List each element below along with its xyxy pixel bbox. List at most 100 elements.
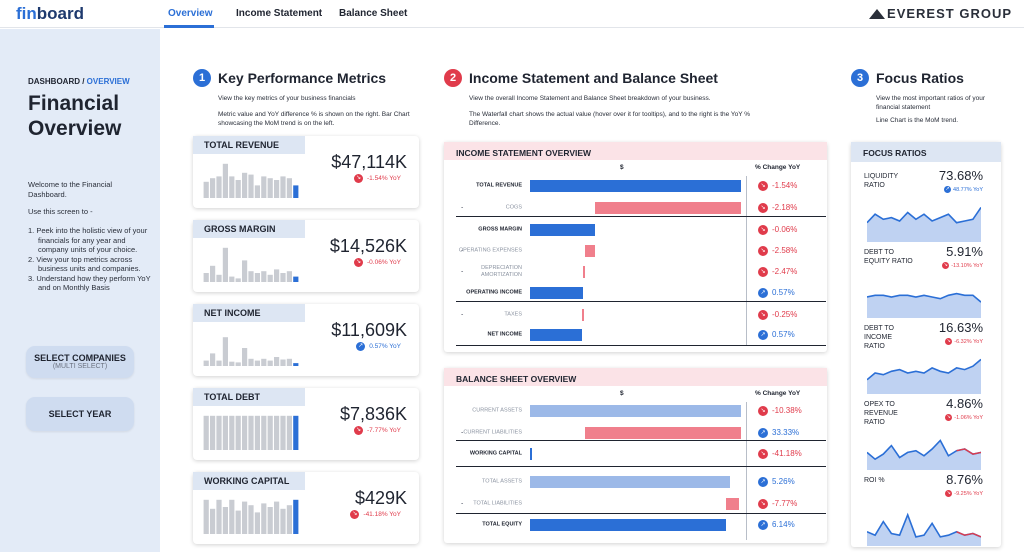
waterfall-bar[interactable] — [530, 405, 741, 417]
kpi-bar[interactable] — [229, 415, 235, 450]
waterfall-bar[interactable] — [582, 309, 584, 321]
waterfall-bar[interactable] — [584, 427, 741, 439]
kpi-bar[interactable] — [267, 178, 273, 198]
kpi-bar[interactable] — [235, 362, 241, 366]
kpi-bar[interactable] — [229, 499, 235, 534]
kpi-bar[interactable] — [267, 507, 273, 534]
kpi-bar[interactable] — [203, 499, 209, 534]
kpi-bar[interactable] — [229, 276, 235, 282]
kpi-bar[interactable] — [222, 163, 228, 198]
kpi-card[interactable]: GROSS MARGIN $14,526K ↘ -0.06% YoY — [193, 220, 419, 292]
kpi-bar[interactable] — [267, 360, 273, 366]
waterfall-row[interactable]: - TAXES ↘ -0.25% — [444, 305, 827, 325]
kpi-bar[interactable] — [254, 360, 260, 366]
kpi-bar[interactable] — [235, 510, 241, 534]
kpi-bar[interactable] — [261, 271, 267, 282]
kpi-bar[interactable] — [286, 415, 292, 450]
kpi-bar[interactable] — [210, 415, 216, 450]
kpi-bar[interactable] — [286, 178, 292, 198]
kpi-bar[interactable] — [203, 181, 209, 198]
kpi-bar[interactable] — [286, 271, 292, 282]
focus-ratio-item[interactable]: DEBT TO INCOME RATIO 16.63% ↘ -6.32% YoY — [851, 320, 1001, 402]
waterfall-row[interactable]: TOTAL ASSETS ↗ 5.26% — [444, 472, 827, 492]
waterfall-row[interactable]: WORKING CAPITAL ↘ -41.18% — [444, 444, 827, 464]
kpi-bar[interactable] — [293, 363, 299, 366]
kpi-bar[interactable] — [248, 505, 254, 534]
kpi-bar[interactable] — [261, 415, 267, 450]
kpi-card[interactable]: TOTAL REVENUE $47,114K ↘ -1.54% YoY — [193, 136, 419, 208]
kpi-card[interactable]: WORKING CAPITAL $429K ↘ -41.18% YoY — [193, 472, 419, 544]
waterfall-bar[interactable] — [584, 245, 596, 257]
kpi-bar[interactable] — [274, 180, 280, 198]
kpi-bar[interactable] — [274, 269, 280, 282]
kpi-bar[interactable] — [210, 178, 216, 198]
kpi-bar[interactable] — [280, 508, 286, 534]
kpi-bar[interactable] — [280, 359, 286, 366]
kpi-bar[interactable] — [261, 176, 267, 198]
kpi-bar[interactable] — [267, 274, 273, 282]
kpi-bar[interactable] — [274, 415, 280, 450]
kpi-bar[interactable] — [248, 415, 254, 450]
select-year-button[interactable]: SELECT YEAR — [26, 397, 134, 431]
kpi-bar[interactable] — [254, 512, 260, 534]
kpi-card[interactable]: NET INCOME $11,609K ↗ 0.57% YoY — [193, 304, 419, 376]
focus-ratio-item[interactable]: ROI % 8.76% ↘ -9.25% YoY — [851, 472, 1001, 554]
waterfall-bar[interactable] — [530, 224, 596, 236]
waterfall-bar[interactable] — [530, 180, 741, 192]
kpi-bar[interactable] — [222, 415, 228, 450]
kpi-bar[interactable] — [210, 353, 216, 366]
kpi-bar[interactable] — [216, 360, 222, 366]
kpi-bar[interactable] — [222, 247, 228, 282]
kpi-bar[interactable] — [242, 260, 248, 282]
kpi-bar[interactable] — [248, 271, 254, 282]
kpi-bar[interactable] — [203, 415, 209, 450]
kpi-bar[interactable] — [293, 185, 299, 198]
kpi-bar[interactable] — [229, 176, 235, 198]
kpi-bar[interactable] — [210, 508, 216, 534]
kpi-bar[interactable] — [267, 415, 273, 450]
kpi-bar[interactable] — [229, 361, 235, 366]
kpi-bar[interactable] — [286, 358, 292, 366]
tab-income-statement[interactable]: Income Statement — [236, 8, 323, 19]
waterfall-row[interactable]: OPERATING INCOME ↗ 0.57% — [444, 283, 827, 303]
kpi-bar[interactable] — [242, 501, 248, 534]
kpi-bar[interactable] — [216, 499, 222, 534]
kpi-bar[interactable] — [235, 415, 241, 450]
kpi-bar[interactable] — [235, 180, 241, 198]
waterfall-row[interactable]: - OPERATING EXPENSES ↘ -2.58% — [444, 241, 827, 261]
waterfall-bar[interactable] — [726, 498, 739, 510]
waterfall-row[interactable]: NET INCOME ↗ 0.57% — [444, 325, 827, 345]
waterfall-bar[interactable] — [595, 202, 741, 214]
kpi-bar[interactable] — [293, 276, 299, 282]
waterfall-row[interactable]: - TOTAL LIABILITIES ↘ -7.77% — [444, 494, 827, 514]
kpi-bar[interactable] — [293, 499, 299, 534]
waterfall-bar[interactable] — [530, 519, 727, 531]
kpi-card[interactable]: TOTAL DEBT $7,836K ↘ -7.77% YoY — [193, 388, 419, 460]
waterfall-row[interactable]: - COGS ↘ -2.18% — [444, 198, 827, 218]
kpi-bar[interactable] — [216, 415, 222, 450]
focus-ratio-item[interactable]: OPEX TO REVENUE RATIO 4.86% ↘ -1.06% YoY — [851, 396, 1001, 478]
kpi-bar[interactable] — [242, 348, 248, 366]
waterfall-bar[interactable] — [530, 448, 533, 460]
kpi-bar[interactable] — [274, 357, 280, 366]
kpi-bar[interactable] — [280, 176, 286, 198]
kpi-bar[interactable] — [280, 415, 286, 450]
waterfall-row[interactable]: - DEPRECIATION AMORTIZATION ↘ -2.47% — [444, 262, 827, 282]
kpi-bar[interactable] — [216, 176, 222, 198]
waterfall-bar[interactable] — [530, 329, 583, 341]
breadcrumb-root[interactable]: DASHBOARD / — [28, 77, 85, 86]
kpi-bar[interactable] — [254, 273, 260, 282]
kpi-bar[interactable] — [293, 415, 299, 450]
kpi-bar[interactable] — [203, 273, 209, 282]
tab-overview[interactable]: Overview — [168, 8, 213, 19]
kpi-bar[interactable] — [203, 360, 209, 366]
kpi-bar[interactable] — [261, 358, 267, 366]
app-logo[interactable]: finboard — [16, 4, 85, 23]
waterfall-bar[interactable] — [530, 476, 731, 488]
kpi-bar[interactable] — [210, 265, 216, 282]
waterfall-row[interactable]: GROSS MARGIN ↘ -0.06% — [444, 220, 827, 240]
waterfall-row[interactable]: CURRENT ASSETS ↘ -10.38% — [444, 401, 827, 421]
kpi-bar[interactable] — [248, 174, 254, 198]
kpi-bar[interactable] — [286, 505, 292, 534]
waterfall-bar[interactable] — [582, 266, 585, 278]
